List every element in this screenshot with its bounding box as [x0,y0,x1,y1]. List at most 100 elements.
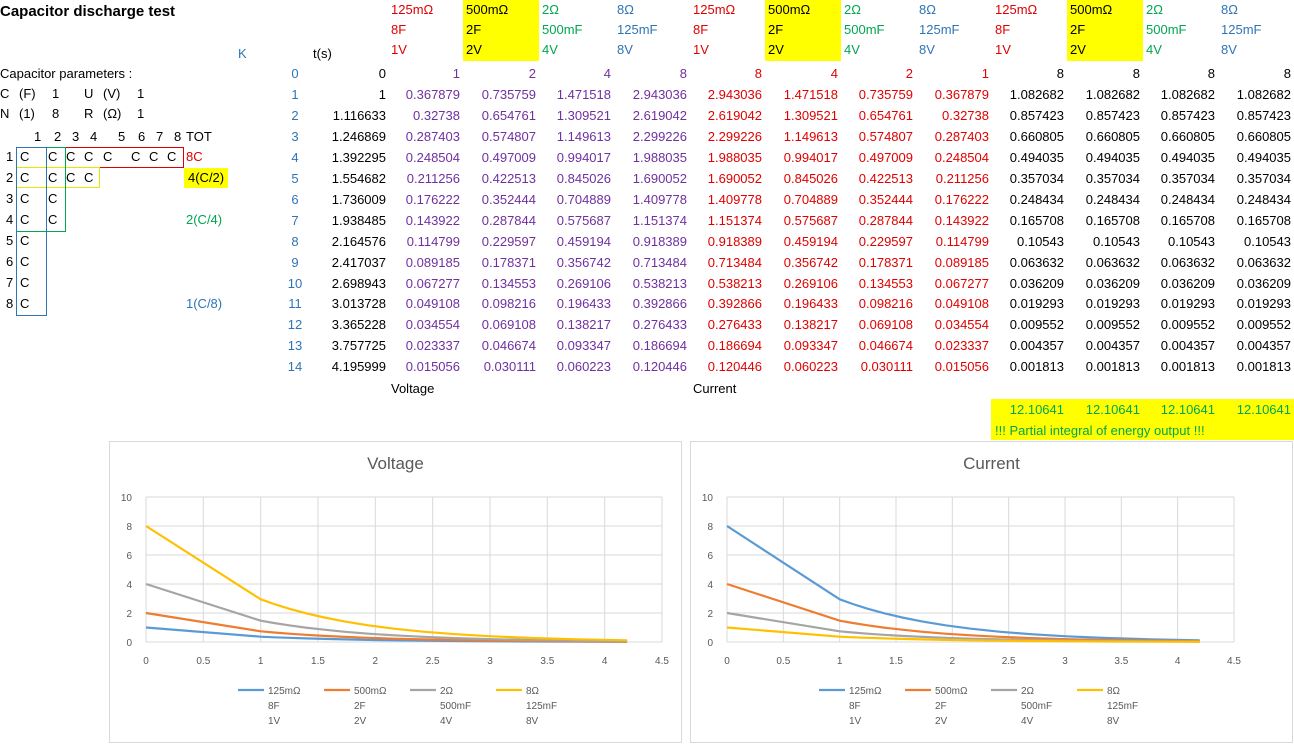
row-value: 2 [905,66,913,81]
row-value: 0.248434 [1160,191,1215,207]
grid-cell: C [20,233,30,248]
row-value: 0.063632 [1160,254,1215,270]
row-k: 4 [291,149,299,165]
row-value: 0.138217 [556,317,611,333]
column-header-line: 125mF [1221,22,1262,37]
x-tick-label: 3.5 [540,656,554,667]
row-value: 0.574807 [858,128,913,144]
y-tick-label: 4 [707,580,713,591]
row-value: 0.352444 [481,191,536,207]
legend-label: 2V [935,716,948,727]
grid-cell: C [84,170,94,185]
row-value: 0.004357 [1009,338,1064,354]
row-value: 0.036209 [1085,275,1140,291]
row-value: 0.023337 [405,338,460,354]
row-value: 0.357034 [1009,170,1064,186]
row-value: 0.176222 [934,191,989,207]
row-value: 0.165708 [1160,212,1215,228]
row-value: 0.10543 [1244,233,1291,249]
grid-cell: C [131,149,141,164]
param-cell: (V) [103,86,121,101]
row-value: 0.036209 [1009,275,1064,291]
x-tick-label: 2.5 [1002,656,1016,667]
row-value: 0.10543 [1017,233,1064,249]
row-value: 0.713484 [632,254,687,270]
legend-label: 1V [268,716,281,727]
grid-col-header: 1 [34,129,42,144]
row-value: 8 [1056,66,1064,81]
row-value: 0.660805 [1236,128,1291,144]
row-value: 0.211256 [935,170,989,186]
legend-label: 500mF [1021,701,1052,712]
grid-row-number: 8 [6,296,14,311]
column-header-line: 500mΩ [1070,2,1113,17]
row-value: 0.098216 [481,296,536,312]
grid-col-header: 3 [72,129,80,144]
row-k: 1 [291,86,299,102]
grid-row-number: 1 [6,149,14,164]
row-value: 0.654761 [481,107,536,123]
grid-cell: C [20,170,30,185]
row-value: 0.248504 [405,149,460,165]
column-header-line: 1V [391,42,407,57]
y-tick-label: 10 [702,493,714,504]
grid-cell: C [20,191,30,206]
voltage-label: Voltage [391,381,435,396]
legend-label: 500mΩ [935,686,968,697]
row-time: 3.365228 [331,317,386,333]
grid-row-number: 6 [6,254,14,269]
y-tick-label: 2 [707,609,713,620]
row-value: 0.229597 [858,233,913,249]
row-value: 0.004357 [1160,338,1215,354]
row-value: 0.211256 [406,170,460,186]
grid-cell: C [20,149,30,164]
voltage-chart-plot: 0 0.5 1 1.5 2 2.5 3 3.5 4 4.5 0 2 4 6 8 10 125mΩ 8F 1V 500m… [121,493,670,727]
row-value: 0.034554 [405,317,460,333]
grid-cell: C [20,296,30,311]
row-value: 0.269106 [783,275,838,291]
legend-label: 2V [354,716,367,727]
row-k: 6 [291,191,299,207]
row-value: 0.120446 [707,359,762,375]
grid-row-number: 7 [6,275,14,290]
row-value: 1.309521 [556,107,611,123]
row-value: 0.063632 [1085,254,1140,270]
row-value: 1.690052 [632,170,687,186]
param-cell: 1 [52,86,60,101]
t-label: t(s) [313,46,332,61]
x-tick-label: 4.5 [655,656,669,667]
row-value: 0.067277 [934,275,989,291]
column-header-line: 8F [693,22,709,37]
row-value: 0.287403 [934,128,989,144]
grid-cell: C [48,149,58,164]
row-value: 0.660805 [1085,128,1140,144]
column-header-line: 125mΩ [693,2,736,17]
column-header-line: 125mF [617,22,658,37]
x-tick-label: 4 [1175,656,1181,667]
row-k: 12 [287,317,303,333]
column-header-line: 500mF [844,22,885,37]
row-value: 0.009552 [1009,317,1064,333]
row-value: 0.994017 [556,149,611,165]
energy-total-value: 12.10641 [1160,402,1215,417]
row-value: 4 [603,66,611,81]
row-time: 2.417037 [331,254,386,270]
row-value: 0.001813 [1009,359,1064,375]
param-cell: 1 [137,86,145,101]
param-cell: 1 [137,106,145,121]
grid-row-number: 4 [6,212,14,227]
column-header-line: 4V [844,42,860,57]
energy-total-value: 12.10641 [1236,402,1291,417]
x-tick-label: 3 [1062,656,1068,667]
row-value: 0.178371 [481,254,536,270]
grid-cell: C [84,149,94,164]
column-header-line: 1V [995,42,1011,57]
row-value: 0.459194 [556,233,611,249]
grid-row-number: 2 [6,170,14,185]
column-header-line: 2Ω [542,2,559,17]
param-cell: C [0,86,10,101]
row-value: 0.660805 [1160,128,1215,144]
row-value: 0.134553 [858,275,913,291]
grid-cell: C [48,191,58,206]
row-value: 2.619042 [632,107,687,123]
